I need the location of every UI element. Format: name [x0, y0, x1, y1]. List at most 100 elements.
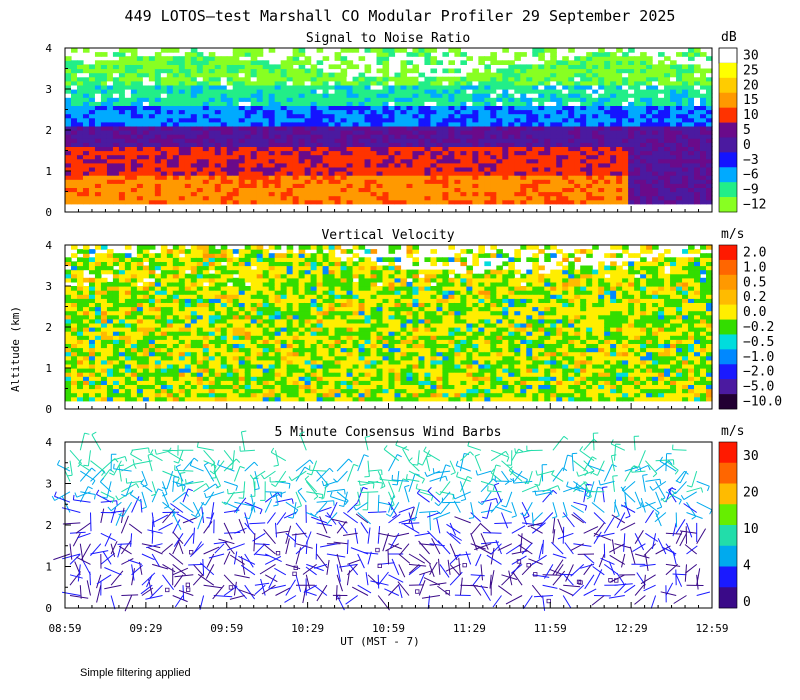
heatmap-cell	[670, 138, 677, 143]
heatmap-cell	[322, 72, 330, 78]
heatmap-cell	[364, 101, 372, 106]
heatmap-cell	[166, 183, 174, 188]
heatmap-cell	[418, 113, 426, 119]
heatmap-cell	[574, 93, 581, 98]
heatmap-cell	[706, 142, 713, 147]
heatmap-cell	[142, 265, 150, 271]
heatmap-cell	[136, 64, 144, 70]
heatmap-cell	[178, 376, 186, 381]
heatmap-cell	[556, 162, 563, 168]
heatmap-cell	[382, 134, 390, 139]
heatmap-cell	[130, 265, 138, 271]
heatmap-cell	[634, 175, 641, 180]
heatmap-cell	[172, 372, 180, 377]
heatmap-cell	[100, 298, 108, 303]
heatmap-cell	[238, 93, 246, 98]
heatmap-cell	[622, 154, 629, 160]
heatmap-cell	[160, 388, 168, 394]
heatmap-cell	[592, 52, 599, 57]
heatmap-cell	[448, 101, 455, 106]
heatmap-cell	[136, 105, 144, 111]
heatmap-cell	[118, 347, 126, 353]
heatmap-cell	[112, 76, 120, 82]
heatmap-cell	[130, 130, 138, 135]
heatmap-cell	[190, 265, 198, 271]
heatmap-cell	[226, 142, 234, 147]
heatmap-cell	[298, 72, 306, 78]
heatmap-cell	[130, 322, 138, 328]
heatmap-cell	[460, 162, 467, 168]
heatmap-cell	[310, 158, 318, 164]
heatmap-cell	[526, 171, 533, 176]
heatmap-cell	[598, 154, 605, 160]
heatmap-cell	[70, 265, 78, 271]
heatmap-cell	[646, 171, 653, 176]
heatmap-cell	[538, 191, 545, 197]
heatmap-cell	[130, 117, 138, 123]
heatmap-cell	[148, 117, 156, 123]
heatmap-cell	[184, 306, 192, 312]
heatmap-cell	[694, 195, 701, 201]
heatmap-cell	[184, 191, 192, 197]
heatmap-cell	[196, 52, 204, 57]
heatmap-cell	[172, 277, 180, 283]
heatmap-cell	[520, 199, 527, 205]
heatmap-cell	[202, 76, 210, 82]
heatmap-cell	[394, 166, 402, 172]
heatmap-cell	[628, 150, 635, 156]
heatmap-cell	[472, 72, 479, 78]
heatmap-cell	[634, 187, 641, 193]
heatmap-cell	[124, 191, 132, 197]
heatmap-cell	[148, 347, 156, 353]
heatmap-cell	[646, 158, 653, 164]
heatmap-cell	[208, 158, 216, 164]
heatmap-cell	[148, 253, 156, 258]
heatmap-cell	[514, 105, 521, 111]
heatmap-cell	[304, 117, 312, 123]
heatmap-cell	[130, 179, 138, 184]
heatmap-cell	[148, 363, 156, 369]
heatmap-cell	[694, 199, 701, 205]
heatmap-cell	[178, 146, 186, 152]
heatmap-cell	[88, 257, 96, 262]
heatmap-cell	[190, 363, 198, 369]
heatmap-cell	[202, 89, 210, 94]
heatmap-cell	[676, 158, 683, 164]
heatmap-cell	[130, 281, 138, 287]
heatmap-cell	[148, 142, 156, 147]
heatmap-cell	[592, 72, 599, 78]
heatmap-cell	[268, 191, 276, 197]
heatmap-cell	[100, 368, 108, 373]
heatmap-cell	[568, 187, 575, 193]
heatmap-cell	[190, 121, 198, 127]
heatmap-cell	[664, 138, 671, 143]
heatmap-cell	[178, 327, 186, 332]
heatmap-cell	[592, 171, 599, 176]
heatmap-cell	[166, 331, 174, 336]
heatmap-cell	[274, 187, 282, 193]
heatmap-cell	[65, 142, 72, 147]
heatmap-cell	[370, 166, 378, 172]
heatmap-cell	[106, 80, 114, 86]
heatmap-cell	[124, 347, 132, 353]
heatmap-cell	[694, 48, 701, 53]
heatmap-cell	[586, 146, 593, 152]
heatmap-cell	[226, 105, 234, 111]
heatmap-cell	[610, 125, 617, 131]
heatmap-cell	[664, 150, 671, 156]
heatmap-cell	[694, 179, 701, 184]
heatmap-cell	[454, 125, 461, 131]
heatmap-cell	[610, 146, 617, 152]
heatmap-cell	[178, 89, 186, 94]
heatmap-cell	[316, 130, 324, 135]
heatmap-cell	[310, 175, 318, 180]
heatmap-cell	[382, 113, 390, 119]
heatmap-cell	[514, 142, 521, 147]
heatmap-cell	[124, 294, 132, 299]
heatmap-cell	[244, 150, 252, 156]
heatmap-cell	[238, 166, 246, 172]
heatmap-cell	[130, 347, 138, 353]
heatmap-cell	[286, 105, 294, 111]
heatmap-cell	[322, 162, 330, 168]
